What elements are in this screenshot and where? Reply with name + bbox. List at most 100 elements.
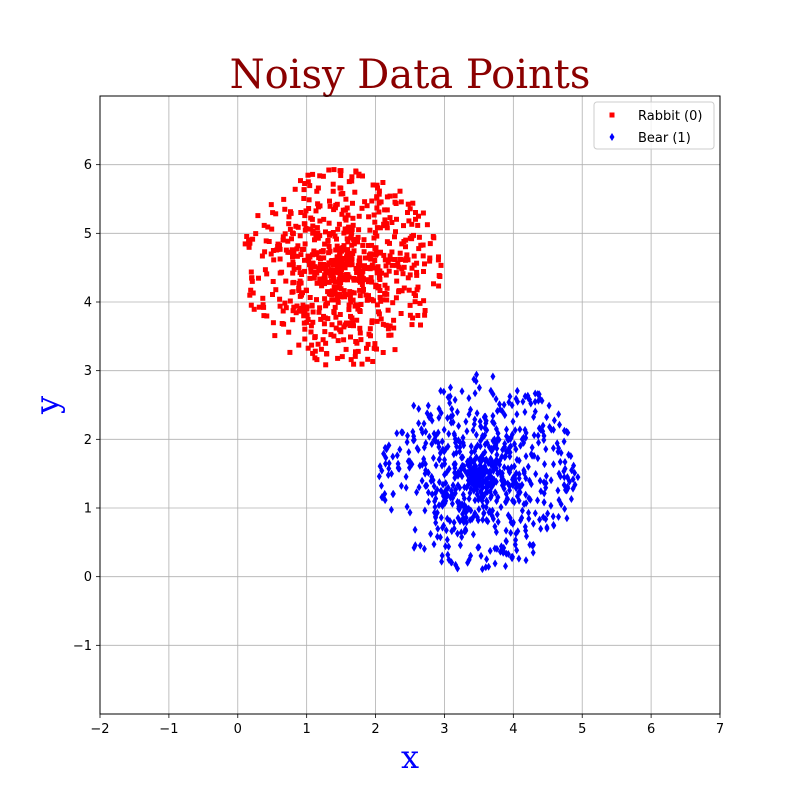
data-point-rabbit: [420, 253, 426, 259]
data-point-bear: [443, 479, 449, 488]
data-point-rabbit: [357, 255, 363, 261]
data-point-bear: [463, 525, 468, 534]
data-point-bear: [513, 529, 519, 538]
y-tick-label: 1: [84, 502, 92, 517]
data-point-bear: [556, 496, 562, 504]
data-point-rabbit: [333, 325, 339, 331]
data-point-rabbit: [308, 226, 314, 232]
data-point-bear: [406, 448, 412, 457]
data-point-rabbit: [321, 321, 327, 327]
legend-label-rabbit: Rabbit (0): [638, 109, 702, 124]
data-point-bear: [472, 415, 478, 424]
data-point-rabbit: [346, 307, 352, 313]
data-point-bear: [538, 487, 544, 496]
data-point-bear: [490, 372, 496, 381]
data-point-bear: [520, 397, 526, 406]
data-point-bear: [439, 551, 445, 560]
data-point-rabbit: [253, 231, 259, 237]
data-point-rabbit: [313, 232, 319, 238]
data-point-rabbit: [343, 346, 349, 352]
data-point-rabbit: [264, 313, 270, 319]
axis-ticks: −2 −1 0 1 2 3 4 5 6 7 −1 0 1 2 3 4 5 6: [73, 158, 724, 737]
data-point-rabbit: [407, 312, 413, 318]
data-point-bear: [465, 470, 470, 479]
data-point-bear: [416, 404, 422, 413]
data-point-rabbit: [287, 298, 293, 304]
data-point-bear: [437, 533, 443, 542]
data-point-rabbit: [338, 276, 344, 282]
data-point-bear: [475, 543, 481, 552]
data-point-bear: [412, 525, 418, 534]
data-point-bear: [486, 443, 492, 452]
data-point-rabbit: [414, 272, 420, 278]
data-point-bear: [436, 413, 442, 422]
data-point-rabbit: [331, 277, 337, 283]
data-point-rabbit: [357, 279, 363, 285]
data-point-bear: [457, 483, 463, 492]
data-point-bear: [461, 494, 467, 503]
data-point-rabbit: [385, 307, 391, 313]
data-point-rabbit: [277, 243, 282, 248]
data-point-rabbit: [407, 272, 413, 278]
data-point-rabbit: [307, 183, 313, 189]
data-point-rabbit: [318, 316, 324, 322]
data-point-bear: [422, 469, 428, 478]
data-point-bear: [475, 441, 481, 450]
data-point-rabbit: [336, 256, 342, 262]
data-point-rabbit: [310, 350, 316, 356]
data-point-rabbit: [415, 313, 421, 318]
data-point-rabbit: [411, 262, 417, 268]
x-tick-label: 2: [371, 722, 379, 737]
data-point-rabbit: [318, 346, 324, 352]
data-point-rabbit: [290, 254, 295, 260]
data-point-rabbit: [270, 320, 276, 326]
series-bear: [376, 370, 581, 574]
data-point-rabbit: [246, 237, 252, 243]
data-point-bear: [516, 554, 522, 563]
x-tick-label: 0: [234, 722, 242, 737]
data-point-rabbit: [374, 205, 380, 211]
data-point-rabbit: [413, 293, 418, 299]
data-point-rabbit: [319, 283, 325, 289]
data-point-rabbit: [338, 173, 344, 178]
data-point-rabbit: [348, 235, 354, 241]
data-point-bear: [517, 425, 523, 434]
data-point-bear: [509, 401, 515, 410]
data-point-rabbit: [317, 173, 323, 179]
data-point-rabbit: [391, 325, 397, 331]
data-point-bear: [453, 448, 459, 457]
data-point-bear: [382, 443, 388, 452]
data-point-bear: [450, 418, 456, 427]
data-point-rabbit: [302, 241, 308, 247]
data-point-rabbit: [331, 309, 337, 315]
data-point-bear: [441, 425, 447, 434]
data-point-rabbit: [332, 233, 338, 239]
data-point-rabbit: [302, 181, 308, 186]
data-point-bear: [502, 411, 508, 420]
data-point-bear: [480, 454, 486, 463]
data-point-rabbit: [368, 275, 374, 281]
data-point-rabbit: [262, 249, 268, 255]
data-point-bear: [461, 462, 467, 471]
data-point-rabbit: [355, 234, 361, 240]
data-point-rabbit: [302, 257, 307, 263]
data-point-rabbit: [308, 265, 314, 271]
data-point-rabbit: [360, 173, 365, 179]
data-point-rabbit: [401, 223, 406, 229]
data-point-rabbit: [339, 211, 345, 217]
data-point-rabbit: [313, 208, 319, 214]
data-point-bear: [530, 519, 536, 528]
data-point-bear: [537, 515, 543, 524]
data-point-rabbit: [379, 270, 385, 276]
data-point-rabbit: [304, 288, 309, 294]
data-point-bear: [411, 401, 417, 410]
data-point-rabbit: [297, 233, 303, 239]
data-point-bear: [439, 461, 445, 470]
data-point-bear: [497, 460, 503, 469]
data-point-rabbit: [298, 210, 304, 215]
data-point-rabbit: [298, 252, 304, 258]
data-point-rabbit: [304, 312, 310, 318]
data-point-rabbit: [360, 242, 366, 248]
data-point-bear: [481, 509, 487, 518]
data-point-bear: [424, 409, 430, 418]
